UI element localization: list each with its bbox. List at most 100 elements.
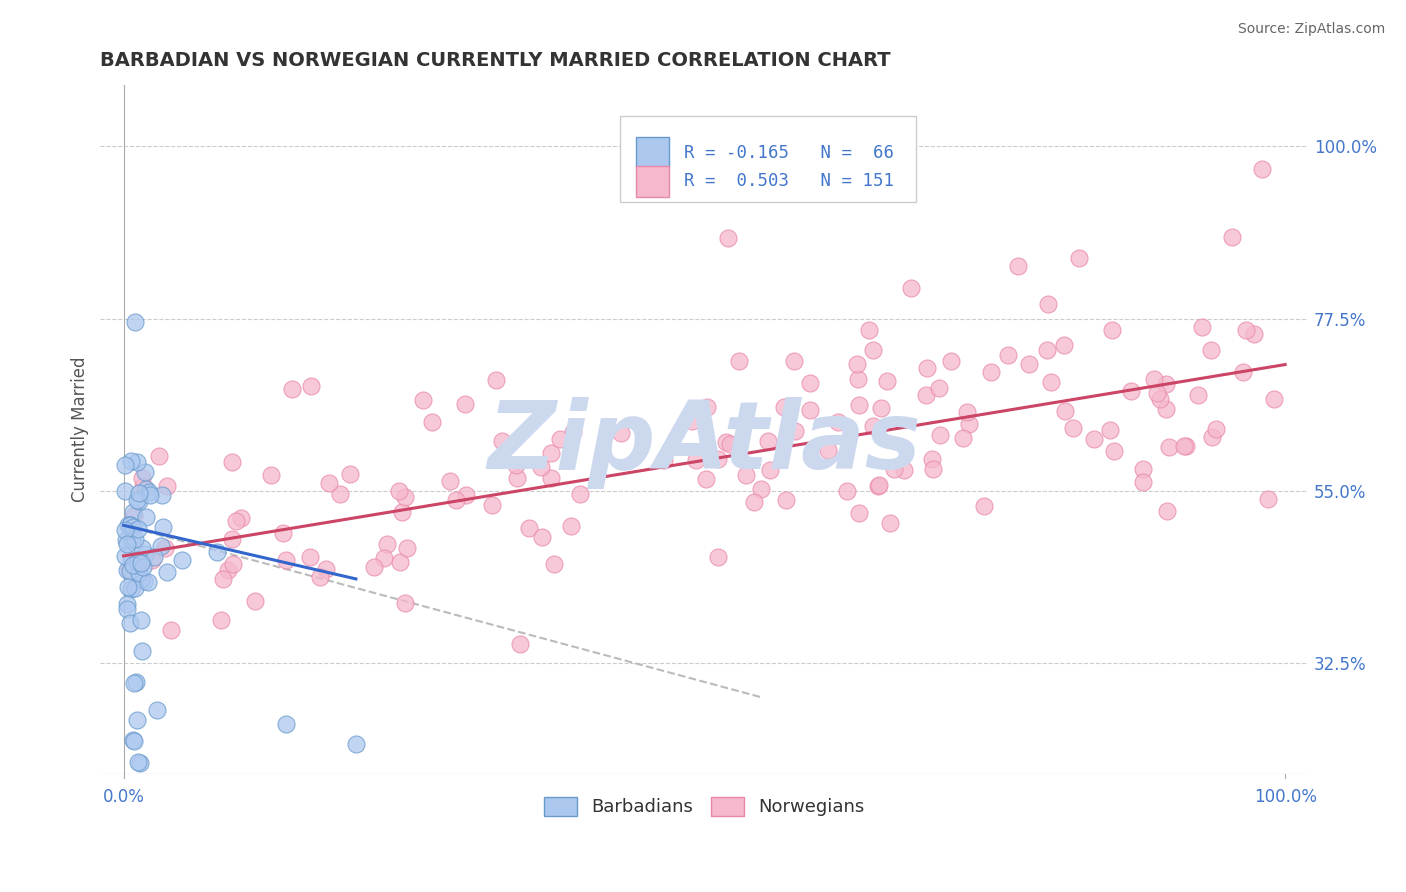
Point <box>156 479 179 493</box>
Point <box>1036 343 1059 358</box>
Point <box>125 493 148 508</box>
Point <box>128 494 150 508</box>
Point <box>114 483 136 498</box>
Point <box>845 357 868 371</box>
Point <box>217 563 239 577</box>
Point <box>1036 297 1059 311</box>
Point <box>775 493 797 508</box>
Point <box>420 415 443 429</box>
Point <box>876 375 898 389</box>
Point <box>1236 323 1258 337</box>
Point <box>685 453 707 467</box>
Point <box>862 343 884 357</box>
Point <box>124 581 146 595</box>
Point <box>560 519 582 533</box>
Point <box>1173 439 1195 453</box>
Point <box>146 703 169 717</box>
Point <box>388 555 411 569</box>
Point <box>681 414 703 428</box>
Point <box>718 437 741 451</box>
Point <box>148 449 170 463</box>
Point <box>1132 475 1154 490</box>
Point <box>138 485 160 500</box>
Point <box>481 498 503 512</box>
Point <box>118 518 141 533</box>
Point <box>1098 423 1121 437</box>
Point <box>221 455 243 469</box>
Point <box>485 373 508 387</box>
Point <box>1062 421 1084 435</box>
Point <box>121 505 143 519</box>
Point <box>132 574 155 588</box>
Text: R = -0.165   N =  66: R = -0.165 N = 66 <box>683 144 894 161</box>
Point <box>922 462 945 476</box>
Point <box>127 714 149 728</box>
Point <box>318 476 340 491</box>
Point <box>848 398 870 412</box>
Point <box>1053 404 1076 418</box>
Text: R =  0.503   N = 151: R = 0.503 N = 151 <box>683 172 894 190</box>
Point <box>858 323 880 337</box>
Point <box>706 452 728 467</box>
Point <box>118 615 141 630</box>
Point <box>540 446 562 460</box>
Point <box>114 524 136 538</box>
Point <box>915 388 938 402</box>
Point <box>980 365 1002 379</box>
Point <box>134 548 156 562</box>
Point <box>120 554 142 568</box>
Point <box>309 570 332 584</box>
Text: ZipAtlas: ZipAtlas <box>488 398 921 490</box>
Point <box>152 519 174 533</box>
Point <box>742 495 765 509</box>
Point <box>439 474 461 488</box>
Bar <box>636 166 669 197</box>
Point <box>714 434 737 449</box>
Point <box>827 415 849 429</box>
Bar <box>636 137 669 169</box>
Point <box>928 381 950 395</box>
Point <box>122 520 145 534</box>
Point <box>561 425 583 439</box>
Point <box>388 483 411 498</box>
Point <box>115 601 138 615</box>
Point <box>273 526 295 541</box>
Point <box>114 549 136 564</box>
Point <box>222 557 245 571</box>
Point <box>1149 392 1171 407</box>
Point <box>530 459 553 474</box>
Point <box>125 675 148 690</box>
Point <box>530 530 553 544</box>
Point <box>276 717 298 731</box>
Point <box>959 417 981 431</box>
Point <box>245 594 267 608</box>
Point <box>835 484 858 499</box>
Point <box>749 483 772 497</box>
Point <box>129 572 152 586</box>
Point <box>135 482 157 496</box>
FancyBboxPatch shape <box>620 116 915 202</box>
Point <box>1154 402 1177 417</box>
Point <box>391 505 413 519</box>
Point <box>1039 375 1062 389</box>
Point <box>299 550 322 565</box>
Point <box>124 315 146 329</box>
Point <box>862 419 884 434</box>
Point <box>453 397 475 411</box>
Point <box>1243 327 1265 342</box>
Legend: Barbadians, Norwegians: Barbadians, Norwegians <box>537 790 872 823</box>
Point <box>1143 372 1166 386</box>
Point <box>785 424 807 438</box>
Point <box>939 354 962 368</box>
Point <box>122 676 145 690</box>
Point <box>118 561 141 575</box>
Point <box>373 551 395 566</box>
Point <box>799 403 821 417</box>
Point <box>129 613 152 627</box>
Text: 0.0%: 0.0% <box>103 788 145 805</box>
Point <box>1007 259 1029 273</box>
Point <box>696 400 718 414</box>
Point <box>1119 384 1142 399</box>
Point <box>122 558 145 573</box>
Point <box>783 353 806 368</box>
